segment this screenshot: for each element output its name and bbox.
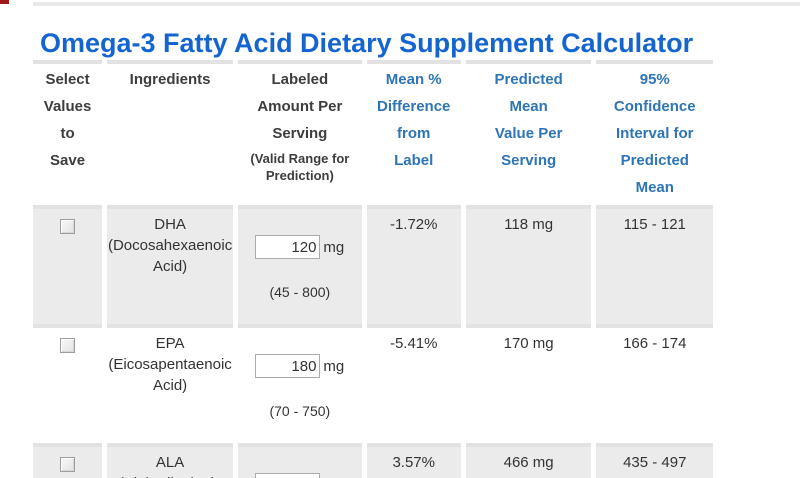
table-row-ala: ALA (Alpha-linolenic Acid) mg (200 - 700… — [33, 443, 795, 478]
mean-diff-cell: -1.72% — [366, 205, 461, 324]
select-cell — [33, 324, 103, 443]
amount-cell: mg (45 - 800) — [238, 205, 362, 324]
ingredient-cell: DHA (Docosahexaenoic Acid) — [107, 205, 234, 324]
col-header-confidence-interval: 95% Confidence Interval for Predicted Me… — [596, 60, 714, 205]
col-header-blank — [718, 60, 795, 205]
col-header-mean-diff: Mean % Difference from Label — [366, 60, 461, 205]
col-header-ingredients: Ingredients — [107, 60, 234, 205]
table-row-epa: EPA (Eicosapentaenoic Acid) mg (70 - 750… — [33, 324, 795, 443]
ala-save-checkbox[interactable] — [60, 457, 76, 472]
unit-label: mg — [323, 357, 345, 375]
mean-diff-cell: -5.41% — [366, 324, 461, 443]
epa-amount-input[interactable] — [255, 354, 321, 378]
ala-amount-input[interactable] — [255, 473, 321, 478]
page-title: Omega-3 Fatty Acid Dietary Supplement Ca… — [40, 28, 694, 59]
predicted-mean-cell: 170 mg — [465, 324, 592, 443]
select-cell — [33, 205, 103, 324]
top-left-red-mark — [0, 0, 9, 4]
dha-amount-input[interactable] — [255, 235, 321, 259]
supplement-table: Select Values to Save Ingredients Labele… — [28, 60, 800, 478]
valid-range-note: (Valid Range for Prediction) — [250, 151, 350, 183]
col-header-predicted-mean: Predicted Mean Value Per Serving — [465, 60, 592, 205]
select-cell — [33, 443, 103, 478]
confidence-interval-cell: 435 - 497 — [596, 443, 714, 478]
confidence-interval-cell: 166 - 174 — [596, 324, 714, 443]
blank-cell — [718, 324, 795, 443]
ingredient-cell: ALA (Alpha-linolenic Acid) — [107, 443, 234, 478]
blank-cell — [718, 205, 795, 324]
amount-cell: mg (70 - 750) — [238, 324, 362, 443]
table-header-row: Select Values to Save Ingredients Labele… — [33, 60, 795, 205]
unit-label: mg — [323, 477, 344, 478]
mean-diff-cell: 3.57% — [366, 443, 461, 478]
dha-save-checkbox[interactable] — [60, 219, 76, 234]
unit-label: mg — [323, 238, 345, 256]
top-divider-rule — [33, 2, 800, 6]
col-header-labeled-amount: Labeled Amount Per Serving (Valid Range f… — [238, 60, 362, 205]
epa-save-checkbox[interactable] — [60, 338, 76, 353]
valid-range: (45 - 800) — [269, 284, 331, 300]
valid-range: (70 - 750) — [269, 403, 331, 419]
amount-cell: mg (200 - 7000) — [238, 443, 362, 478]
predicted-mean-cell: 118 mg — [465, 205, 592, 324]
table-row-dha: DHA (Docosahexaenoic Acid) mg (45 - 800)… — [33, 205, 795, 324]
confidence-interval-cell: 115 - 121 — [596, 205, 714, 324]
blank-cell — [718, 443, 795, 478]
col-header-select: Select Values to Save — [33, 60, 103, 205]
labeled-amount-label: Labeled Amount Per Serving — [257, 71, 343, 142]
predicted-mean-cell: 466 mg — [465, 443, 592, 478]
ingredient-cell: EPA (Eicosapentaenoic Acid) — [107, 324, 234, 443]
